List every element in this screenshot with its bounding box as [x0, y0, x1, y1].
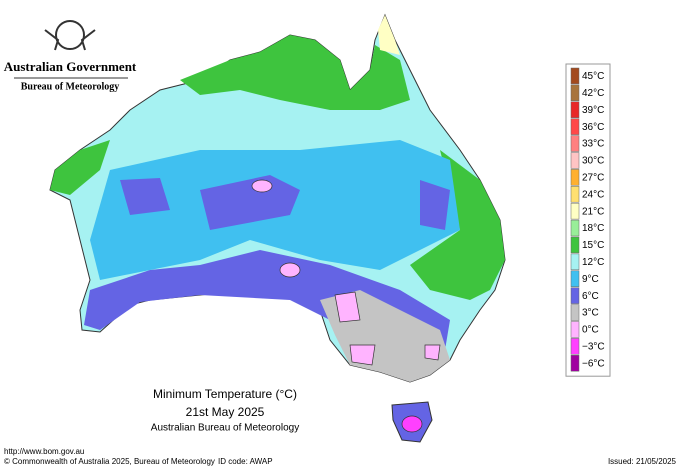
tasmania-cold — [401, 415, 423, 433]
footer-url: http://www.bom.gov.au — [4, 447, 84, 456]
legend-swatch — [570, 84, 580, 102]
region-15-west — [50, 140, 110, 195]
legend-swatch — [570, 338, 580, 355]
legend-label: 24°C — [582, 189, 604, 200]
legend-swatch — [570, 186, 580, 203]
legend-swatch — [570, 253, 580, 271]
legend-label: 15°C — [582, 240, 604, 251]
logo — [44, 20, 96, 51]
region-0-inland — [251, 179, 273, 193]
legend-swatch — [570, 135, 580, 152]
legend-label: 36°C — [582, 122, 604, 133]
legend-label: 3°C — [582, 308, 599, 319]
legend-label: 33°C — [582, 139, 604, 150]
legend-label: 42°C — [582, 88, 604, 99]
legend-swatch — [570, 152, 580, 169]
header-title: Australian Government — [4, 59, 137, 74]
legend-label: −3°C — [582, 341, 605, 352]
map-date: 21st May 2025 — [186, 405, 265, 419]
australia-map — [49, 13, 506, 443]
region-15 — [180, 35, 410, 110]
legend-label: −6°C — [582, 358, 605, 369]
legend-label: 12°C — [582, 257, 604, 268]
legend-swatch — [570, 287, 580, 304]
legend-label: 6°C — [582, 291, 599, 302]
region-15-east — [410, 150, 505, 300]
legend-swatch — [570, 219, 580, 237]
legend-label: 21°C — [582, 206, 604, 217]
legend-swatch — [570, 202, 580, 220]
legend-swatch — [570, 355, 580, 372]
legend: 45°C 42°C 39°C 36°C 33°C 30°C 27°C 24°C 21°C 18°C… — [565, 63, 611, 377]
map-source: Australian Bureau of Meteorology — [151, 423, 299, 434]
legend-swatch — [570, 101, 580, 118]
legend-label: 18°C — [582, 223, 604, 234]
footer-issued: Issued: 21/05/2025 — [608, 457, 677, 466]
legend-label: 9°C — [582, 274, 599, 285]
region-6-inland — [120, 175, 450, 230]
legend-label: 45°C — [582, 71, 604, 82]
map-title: Minimum Temperature (°C) — [153, 387, 297, 401]
legend-swatch — [570, 270, 580, 287]
footer-copyright: © Commonwealth of Australia 2025, Bureau… — [4, 457, 215, 466]
legend-swatch — [570, 321, 580, 338]
legend-label: 27°C — [582, 172, 604, 183]
legend-swatch — [570, 236, 580, 254]
region-0-sa — [279, 262, 301, 278]
legend-label: 39°C — [582, 105, 604, 116]
legend-label: 30°C — [582, 156, 604, 167]
region-0 — [334, 291, 441, 366]
legend-swatch — [570, 169, 580, 186]
footer-id: ID code: AWAP — [218, 457, 273, 466]
header-subtitle: Bureau of Meteorology — [21, 81, 120, 92]
legend-swatch — [570, 67, 580, 85]
region-21 — [378, 15, 400, 55]
legend-swatch — [570, 304, 580, 321]
legend-label: 0°C — [582, 325, 599, 336]
legend-swatch — [570, 118, 580, 135]
